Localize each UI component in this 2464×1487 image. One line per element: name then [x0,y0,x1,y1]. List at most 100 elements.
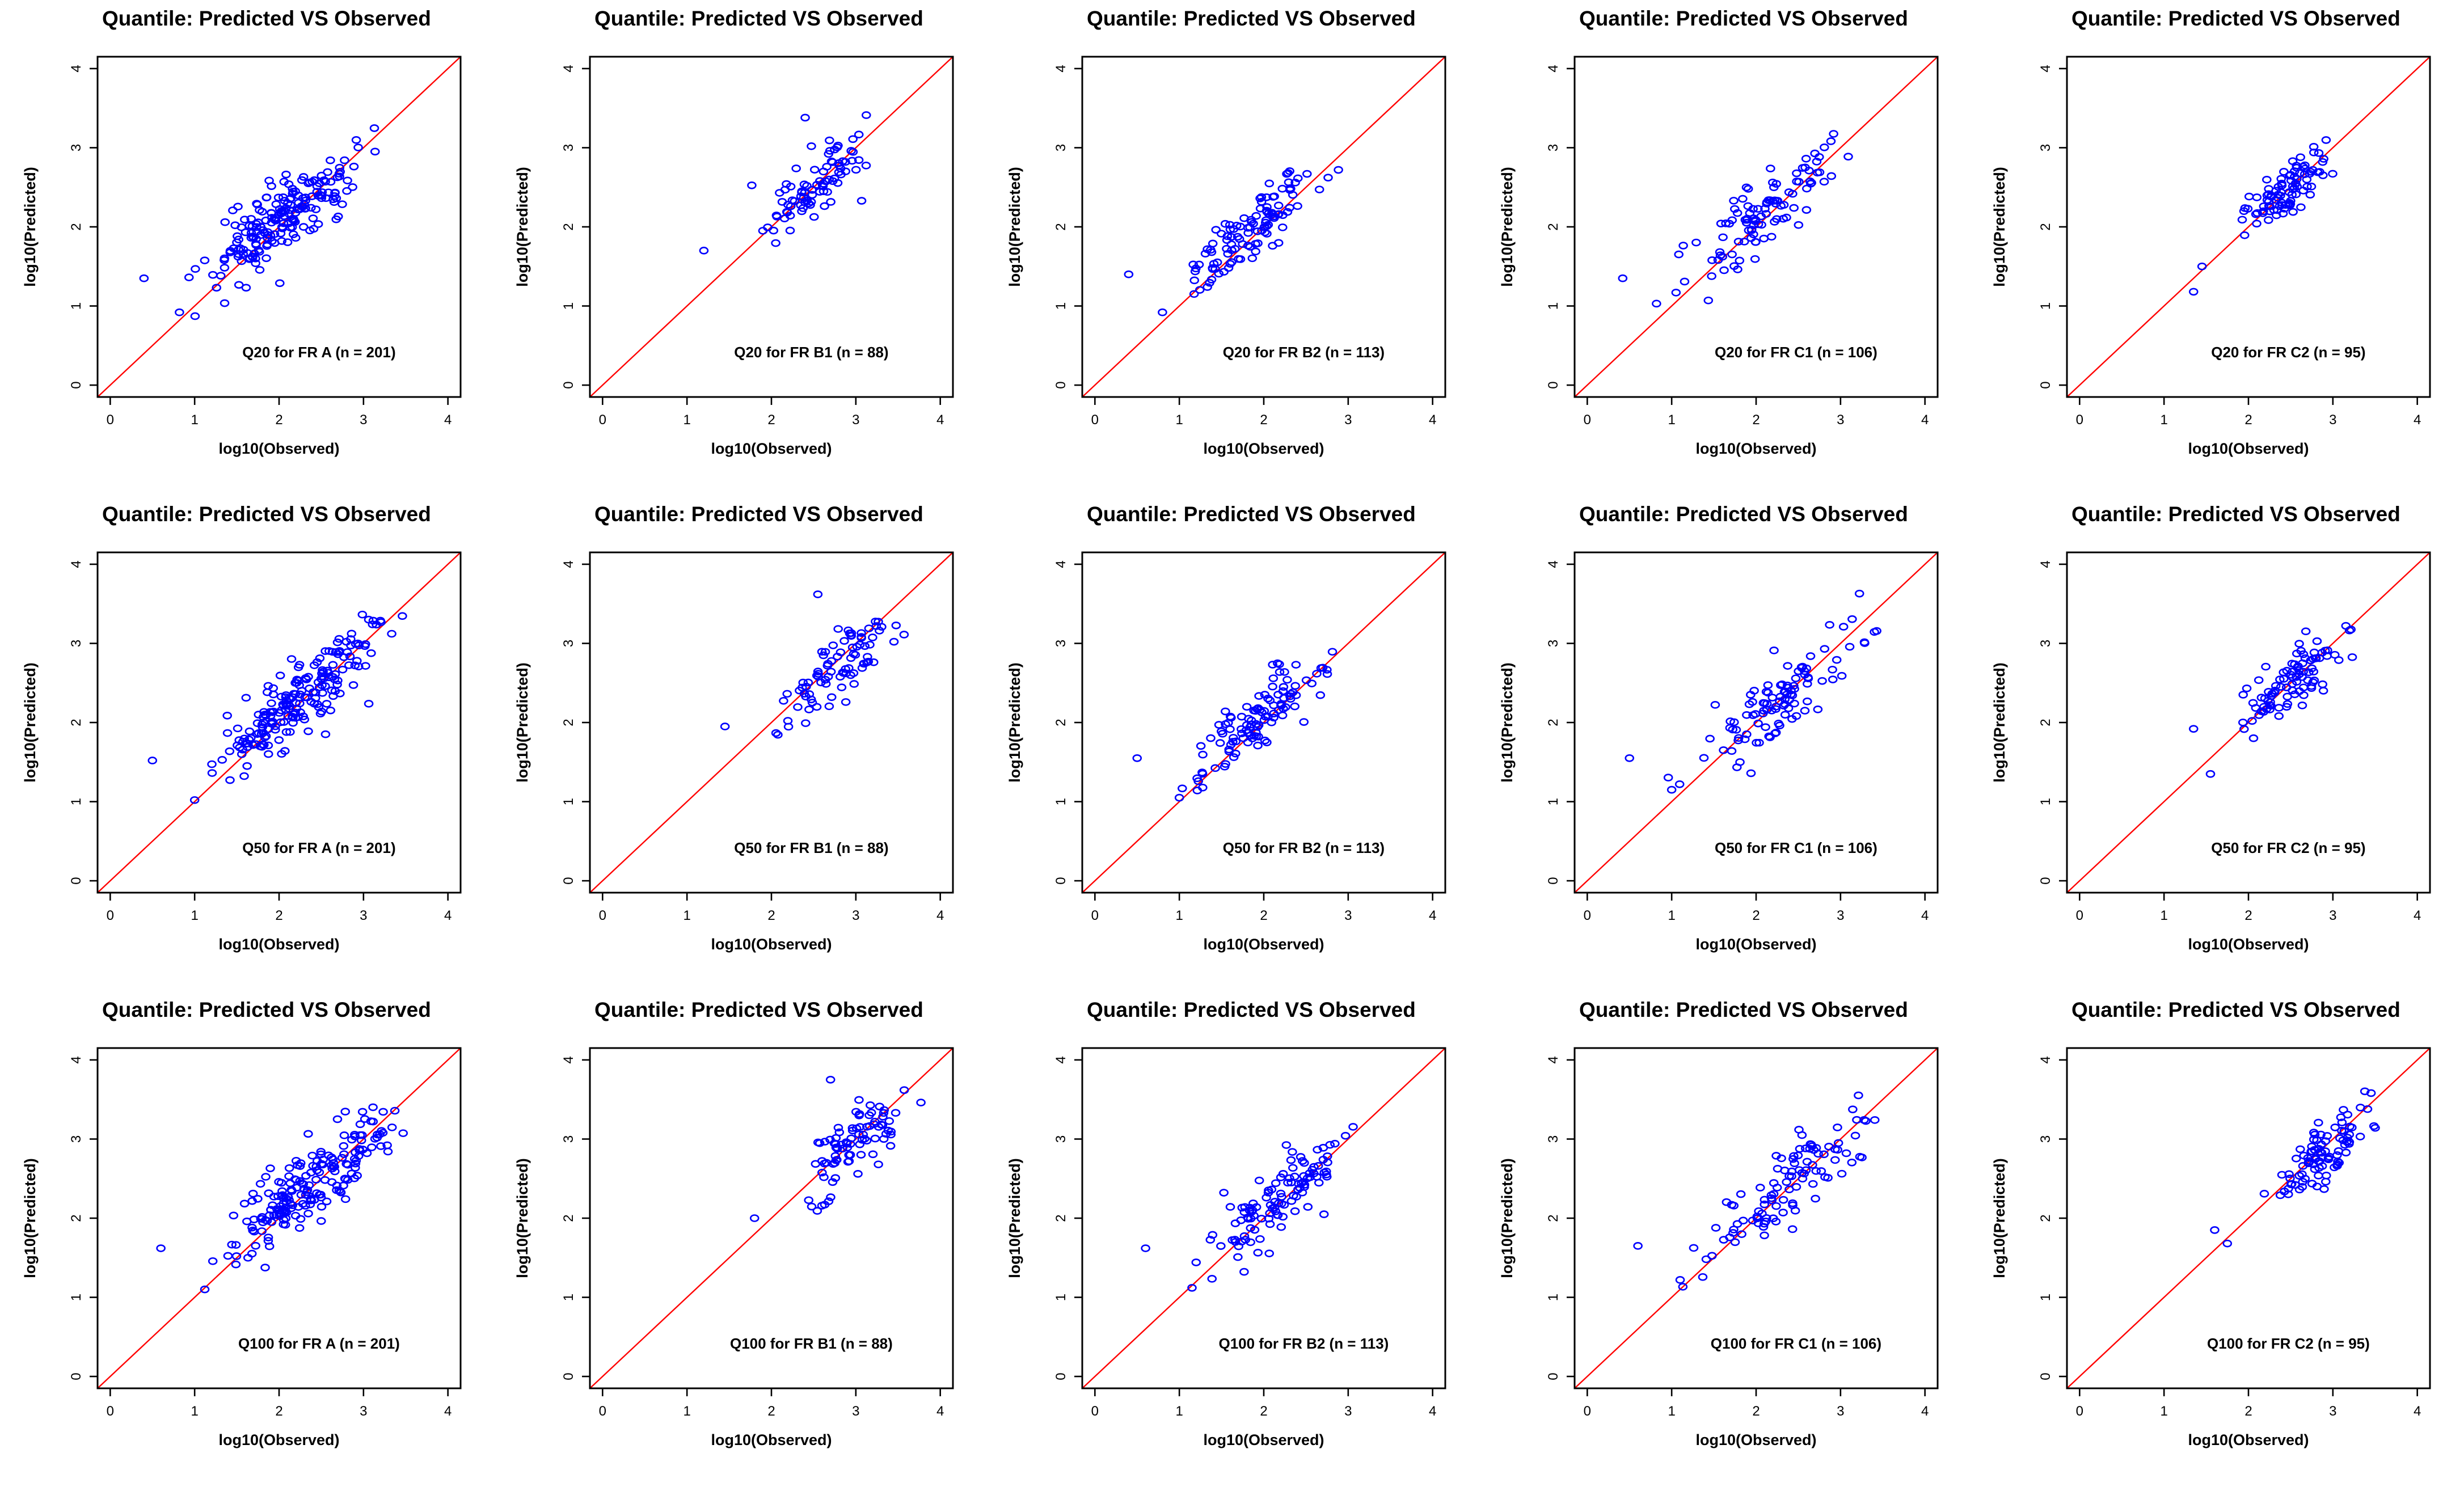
y-tick-label: 4 [69,65,84,72]
data-point [1707,272,1716,280]
data-point [2314,149,2324,157]
data-point [1234,235,1244,243]
data-point [339,1131,349,1139]
data-point [296,202,306,210]
data-point [387,630,396,638]
data-point [2300,161,2310,170]
scatter-plot: 0 1 2 3 4 0 1 2 3 4 log10(Observed) log10(Predicted… [1499,1047,1939,1448]
x-tick-label: 3 [852,1404,859,1419]
data-point [899,1086,909,1094]
data-point [1789,682,1799,690]
data-point [207,769,217,777]
x-tick-label: 2 [1260,412,1267,428]
data-point [1315,691,1326,699]
data-point [1313,1161,1323,1170]
data-point [1285,204,1294,212]
data-point [207,760,217,768]
data-point [1763,681,1773,689]
panel-title: Quantile: Predicted VS Observed [1579,502,1908,526]
data-point [1766,164,1775,172]
x-tick-label: 3 [1837,908,1844,923]
data-point [309,225,319,233]
panel-annotation: Q100 for FR B1 (n = 88) [730,1335,893,1352]
data-point [1819,178,1829,186]
x-tick-label: 1 [2160,908,2167,923]
data-point [264,1189,274,1197]
data-point [321,194,331,202]
data-point [891,621,901,630]
x-tick-label: 4 [444,908,452,923]
panel-title: Quantile: Predicted VS Observed [2071,998,2400,1021]
panel-title: Quantile: Predicted VS Observed [1579,7,1908,30]
panel-annotation: Q20 for FR B1 (n = 88) [734,344,888,361]
data-point [1666,785,1677,794]
data-point [1809,1146,1819,1154]
data-point [1625,754,1635,762]
data-point [2271,187,2281,195]
data-point [227,1240,237,1249]
data-point [1746,225,1757,234]
data-point [1288,1164,1298,1172]
data-point [1710,701,1720,709]
data-point [806,198,816,206]
data-point [1847,615,1857,623]
data-point [343,176,352,185]
data-point [326,178,336,186]
data-point [1800,707,1810,715]
data-point [246,229,256,237]
data-point [1340,1131,1351,1140]
data-point [1618,274,1628,282]
x-axis-label: log10(Observed) [2188,1431,2309,1448]
data-point [303,727,313,736]
y-tick-label: 4 [2038,1056,2053,1063]
data-point [1322,670,1332,678]
data-point [1314,185,1324,193]
data-point [1721,219,1731,227]
data-point [275,279,285,288]
data-point [1293,202,1302,210]
data-point [2272,211,2281,219]
data-point [1780,711,1790,719]
data-point [1245,723,1255,731]
data-point [1276,1189,1286,1198]
data-point [1228,738,1238,746]
data-point [2346,626,2356,633]
data-point [1239,1232,1250,1240]
y-tick-label: 2 [69,719,84,726]
data-point [1705,734,1715,743]
data-point [337,200,347,208]
x-axis-label: log10(Observed) [218,440,339,457]
data-point [2299,691,2309,699]
data-point [1279,683,1289,691]
data-point [296,1215,306,1223]
data-point [1290,702,1300,711]
data-point [2264,687,2273,696]
data-point [2222,1239,2233,1248]
data-point [1289,1192,1298,1200]
data-point [378,1108,388,1116]
x-tick-label: 1 [2160,412,2167,428]
data-point [248,1189,258,1198]
data-point [1819,143,1829,151]
data-point [2347,653,2357,661]
x-tick-label: 0 [599,412,606,428]
y-tick-label: 0 [1053,1372,1069,1380]
data-point [2323,646,2332,654]
y-tick-label: 3 [561,640,576,647]
data-point [1791,674,1801,682]
y-tick-label: 1 [1546,302,1561,310]
data-point [340,156,349,164]
data-point [267,209,276,217]
data-point [277,1191,288,1199]
data-point [858,1130,868,1139]
data-point [833,1123,843,1132]
data-point [2271,682,2281,690]
data-point [2344,1140,2354,1148]
data-point [1285,1174,1294,1182]
data-point [2292,649,2302,658]
data-point [189,796,200,804]
data-point [798,204,808,212]
data-point [1276,1223,1286,1231]
data-point [1237,712,1247,721]
data-point [1826,172,1837,180]
